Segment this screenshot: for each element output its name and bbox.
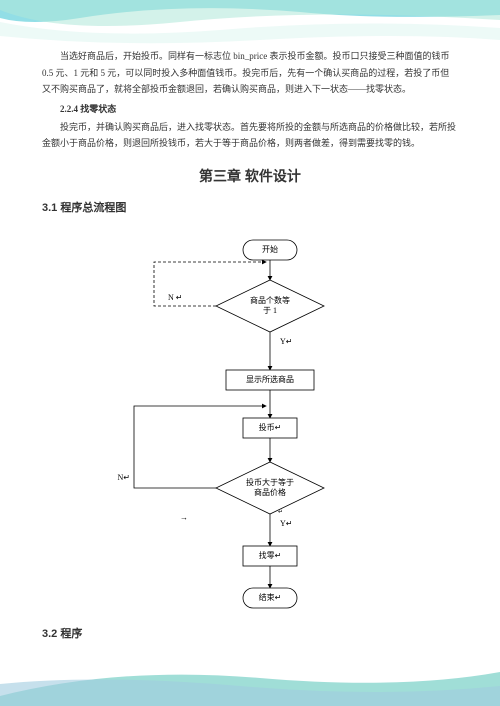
svg-text:投币↵: 投币↵ <box>259 422 282 432</box>
chapter-title: 第三章 软件设计 <box>42 164 458 190</box>
svg-text:商品价格: 商品价格 <box>254 487 286 497</box>
svg-text:找零↵: 找零↵ <box>259 550 282 560</box>
heading-224: 2.2.4 找零状态 <box>42 101 458 118</box>
paragraph-coin-state: 当选好商品后，开始投币。同样有一标志位 bin_price 表示投币金额。投币口… <box>42 48 458 98</box>
svg-text:投币大于等于: 投币大于等于 <box>246 477 294 487</box>
section-32-title: 3.2 程序 <box>42 624 458 644</box>
svg-text:显示所选商品: 显示所选商品 <box>246 374 294 384</box>
svg-text:商品个数等: 商品个数等 <box>250 295 290 305</box>
svg-text:于 1: 于 1 <box>263 306 277 315</box>
svg-text:结束↵: 结束↵ <box>259 592 282 602</box>
svg-text:开始: 开始 <box>262 244 278 254</box>
svg-text:N ↵: N ↵ <box>168 293 182 302</box>
flowchart-container: 开始商品个数等于 1 N ↵ Y↵ 显示所选商品投币↵ 投币大于等于商品价格 ↵ N↵ → Y↵… <box>42 226 458 616</box>
svg-text:→: → <box>180 513 188 522</box>
program-flowchart: 开始商品个数等于 1 N ↵ Y↵ 显示所选商品投币↵ 投币大于等于商品价格 ↵ N↵ → Y↵… <box>100 226 400 616</box>
svg-text:Y↵: Y↵ <box>280 337 292 346</box>
decorative-footer-swoosh <box>0 646 500 706</box>
svg-text:N↵: N↵ <box>118 473 130 482</box>
section-31-title: 3.1 程序总流程图 <box>42 198 458 218</box>
svg-text:Y↵: Y↵ <box>280 519 292 528</box>
svg-text:↵: ↵ <box>278 509 283 515</box>
paragraph-change-state: 投完币，并确认购买商品后，进入找零状态。首先要将所投的金额与所选商品的价格做比较… <box>42 119 458 152</box>
